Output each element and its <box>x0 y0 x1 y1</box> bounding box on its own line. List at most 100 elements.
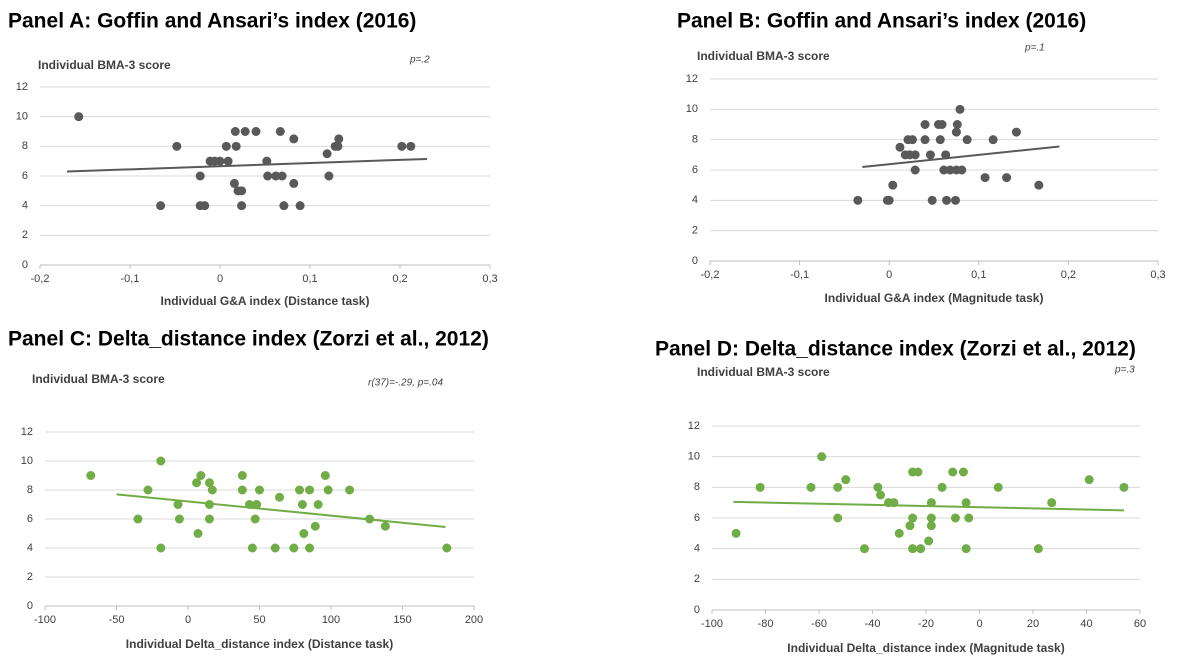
point <box>961 544 971 554</box>
point <box>988 135 998 145</box>
x-tick-label: 60 <box>1134 618 1146 630</box>
point <box>397 141 407 151</box>
point <box>817 452 827 462</box>
point <box>905 521 915 531</box>
point <box>297 500 307 509</box>
point <box>200 201 210 211</box>
y-tick-label: 6 <box>694 512 700 524</box>
point <box>279 201 289 211</box>
x-tick-label: -0,1 <box>790 269 809 281</box>
y-tick-label: 2 <box>27 571 33 583</box>
y-tick-label: 12 <box>16 81 28 93</box>
point <box>156 543 166 553</box>
point <box>275 492 285 502</box>
point <box>876 490 886 500</box>
point <box>193 529 203 538</box>
point <box>289 178 299 188</box>
point <box>295 201 305 211</box>
point <box>305 485 315 495</box>
point <box>926 521 936 531</box>
point <box>230 127 240 136</box>
point <box>271 171 281 181</box>
y-axis-label: Individual BMA-3 score <box>32 372 165 386</box>
x-axis-label: Individual G&A index (Distance task) <box>161 294 370 308</box>
point <box>952 120 962 129</box>
point <box>334 134 344 144</box>
x-tick-label: 0,1 <box>302 273 317 285</box>
point <box>204 514 214 524</box>
x-tick-label: -100 <box>34 614 56 626</box>
x-tick-label: 0,1 <box>971 269 986 281</box>
point <box>143 485 153 495</box>
point <box>920 120 930 129</box>
point <box>174 514 184 524</box>
point <box>275 127 285 136</box>
point <box>913 467 923 477</box>
point <box>313 500 323 509</box>
x-tick-label: 50 <box>253 614 265 626</box>
point <box>172 141 182 151</box>
point <box>173 500 183 509</box>
point <box>964 513 974 523</box>
y-tick-label: 10 <box>686 103 698 115</box>
y-tick-label: 10 <box>16 111 28 123</box>
point <box>1084 475 1094 485</box>
point <box>962 135 972 145</box>
point <box>221 141 231 151</box>
point <box>888 180 898 190</box>
point <box>204 478 214 488</box>
point <box>910 150 920 160</box>
chart-title: Panel B: Goffin and Ansari’s index (2016… <box>677 10 1086 33</box>
point <box>442 543 452 553</box>
point <box>731 528 741 538</box>
y-tick-label: 8 <box>22 140 28 152</box>
point <box>277 171 287 181</box>
point <box>926 513 936 523</box>
point <box>937 120 947 129</box>
point <box>289 543 299 553</box>
point <box>263 171 273 181</box>
point <box>322 149 332 159</box>
point <box>215 156 225 166</box>
point <box>270 543 280 553</box>
point <box>251 127 261 136</box>
point <box>237 186 247 196</box>
point <box>894 528 904 538</box>
point <box>86 471 96 480</box>
point <box>345 485 355 495</box>
x-tick-label: 0 <box>217 273 223 285</box>
x-tick-label: -60 <box>811 618 827 630</box>
y-tick-label: 2 <box>694 573 700 585</box>
trend-line <box>862 145 1060 168</box>
point <box>937 482 947 492</box>
y-tick-label: 4 <box>694 543 700 555</box>
point <box>939 165 949 175</box>
x-tick-label: 0 <box>976 618 982 630</box>
point <box>299 529 309 538</box>
point <box>916 544 926 554</box>
point <box>958 467 968 477</box>
point <box>156 456 166 466</box>
y-tick-label: 8 <box>692 134 698 146</box>
point <box>192 478 202 488</box>
point <box>925 150 935 160</box>
point <box>133 514 143 524</box>
point <box>908 544 918 554</box>
y-axis-label: Individual BMA-3 score <box>697 49 830 63</box>
x-tick-label: 0,2 <box>1061 269 1076 281</box>
x-tick-label: 150 <box>393 614 411 626</box>
point <box>833 513 843 523</box>
x-tick-label: 0,2 <box>392 273 407 285</box>
point <box>1011 127 1021 137</box>
x-tick-label: -50 <box>109 614 125 626</box>
y-tick-label: 6 <box>692 164 698 176</box>
point <box>262 156 272 166</box>
y-tick-label: 2 <box>22 229 28 241</box>
x-tick-label: -0,1 <box>121 273 140 285</box>
point <box>223 156 233 166</box>
point <box>289 134 299 144</box>
point <box>74 112 84 122</box>
x-tick-label: 0 <box>185 614 191 626</box>
chart-title: Panel A: Goffin and Ansari’s index (2016… <box>8 10 416 33</box>
y-tick-label: 10 <box>21 455 33 467</box>
